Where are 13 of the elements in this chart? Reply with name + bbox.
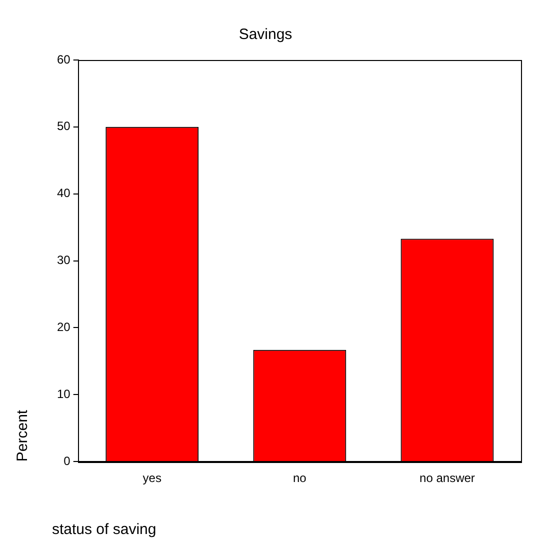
y-axis-title: Percent (14, 409, 32, 462)
y-tick-label: 30 (56, 253, 71, 268)
chart-title: Savings (238, 26, 292, 44)
y-tick-label: 0 (64, 454, 71, 468)
y-tick-label: 10 (56, 386, 71, 401)
y-tick-label: 20 (56, 320, 71, 334)
y-tick-label: 60 (56, 52, 71, 66)
x-axis-title: status of saving (52, 521, 156, 538)
y-tick-label: 50 (56, 119, 71, 134)
x-tick-label: no (292, 471, 307, 486)
x-tick-label: no answer (420, 471, 475, 486)
y-tick-label: 40 (56, 186, 71, 200)
x-tick-label: yes (142, 471, 162, 486)
